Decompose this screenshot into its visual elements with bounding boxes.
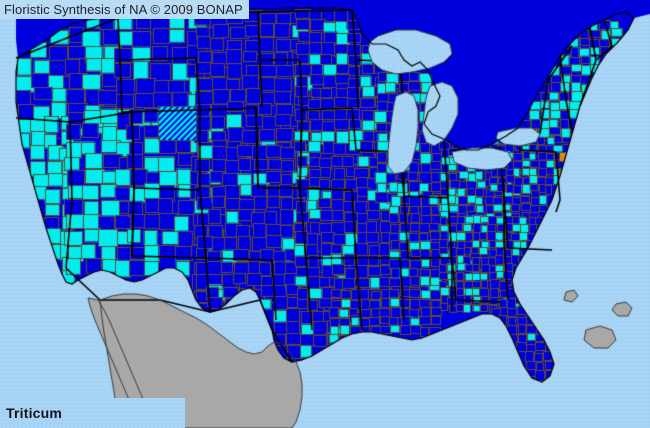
taxon-label-container: Triticum bbox=[0, 398, 185, 428]
map-title-text: Floristic Synthesis of NA © 2009 BONAP bbox=[4, 2, 243, 17]
map-title-banner: Floristic Synthesis of NA © 2009 BONAP bbox=[0, 0, 249, 19]
taxon-name-label: Triticum bbox=[6, 405, 63, 421]
